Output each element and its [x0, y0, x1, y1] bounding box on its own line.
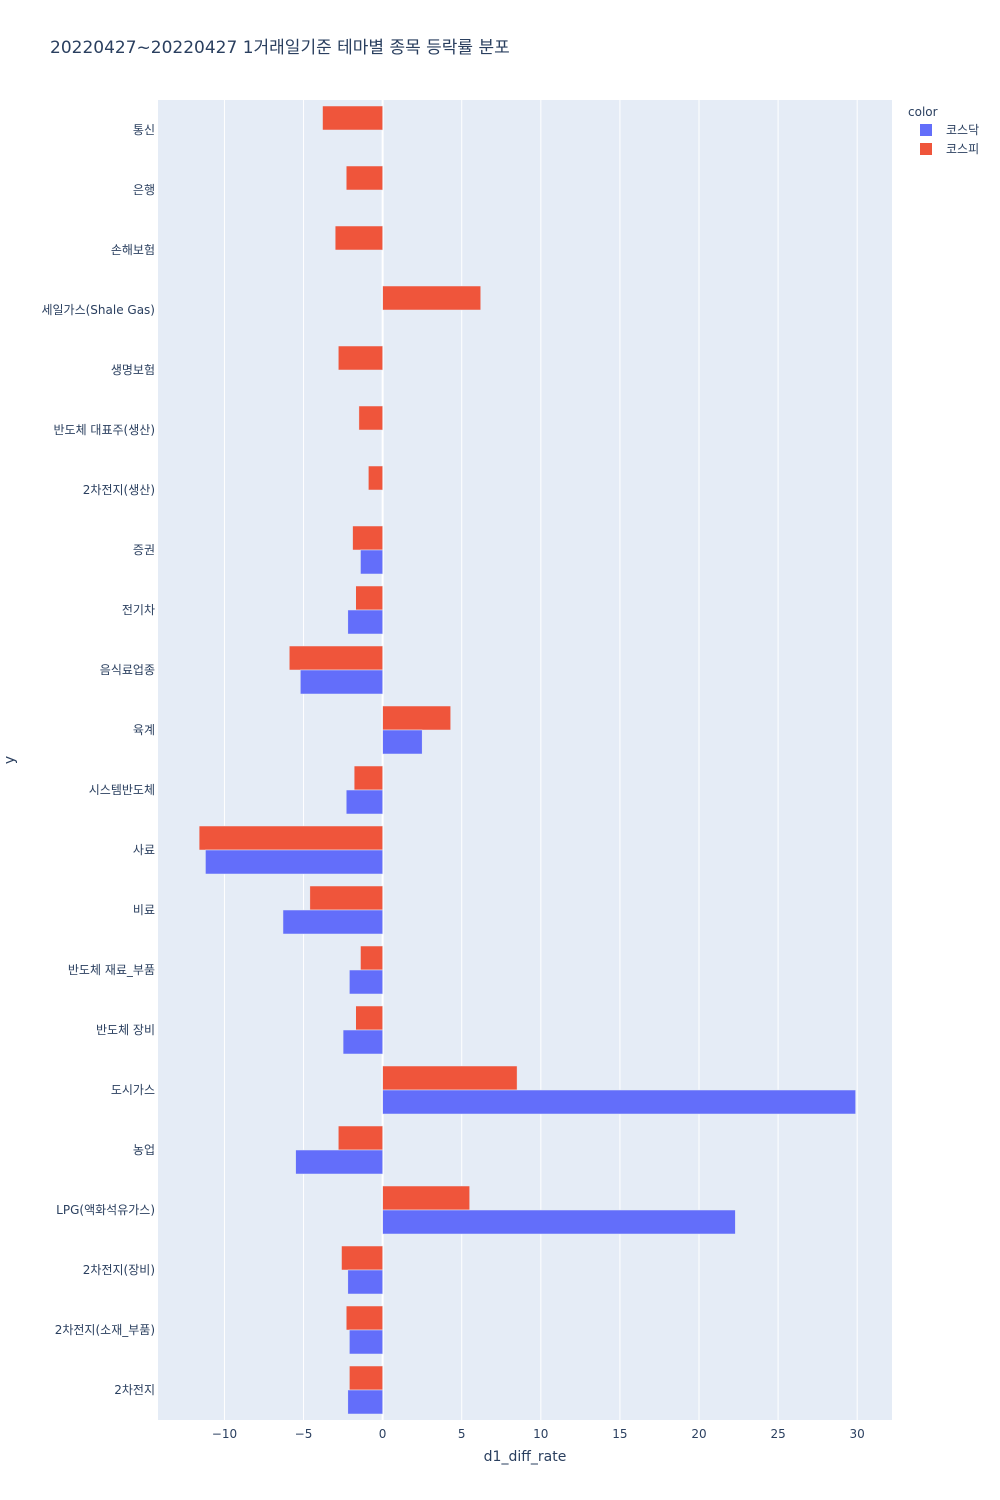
bar-kospi[interactable]: [322, 105, 383, 131]
legend-swatch: [920, 124, 932, 136]
bar-kosdaq[interactable]: [382, 729, 423, 755]
x-axis-title: d1_diff_rate: [484, 1449, 567, 1465]
y-tick-label: 통신: [133, 123, 155, 137]
bar-kosdaq[interactable]: [300, 669, 383, 695]
bar-kosdaq[interactable]: [347, 609, 383, 635]
bar-kospi[interactable]: [353, 765, 383, 791]
bar-kosdaq[interactable]: [205, 849, 383, 875]
x-tick-label: 15: [612, 1427, 627, 1441]
bar-kospi[interactable]: [309, 885, 383, 911]
bar-kospi[interactable]: [334, 225, 383, 251]
bar-kospi[interactable]: [355, 1005, 383, 1031]
bar-kospi[interactable]: [382, 705, 451, 731]
bar-kospi[interactable]: [345, 165, 383, 191]
x-tick-label: 10: [533, 1427, 548, 1441]
y-tick-label: 육계: [133, 723, 155, 737]
x-tick-label: 25: [770, 1427, 785, 1441]
plot-area: [158, 100, 892, 1420]
y-tick-label: 음식료업종: [100, 663, 155, 677]
bar-kospi[interactable]: [360, 945, 383, 971]
y-axis-title: y: [2, 756, 18, 764]
bar-kosdaq[interactable]: [347, 1389, 383, 1415]
legend-swatch: [920, 143, 932, 155]
y-tick-label: 2차전지(장비): [83, 1263, 155, 1277]
y-tick-label: 증권: [133, 543, 155, 557]
y-tick-label: 2차전지(소재_부품): [55, 1323, 155, 1337]
y-tick-label: 시스템반도체: [89, 783, 155, 797]
bar-kosdaq[interactable]: [295, 1149, 383, 1175]
bars: [198, 105, 856, 1415]
y-tick-label: 반도체 장비: [96, 1023, 155, 1037]
bar-kosdaq[interactable]: [347, 1269, 383, 1295]
bar-kosdaq[interactable]: [282, 909, 383, 935]
y-tick-label: 반도체 재료_부품: [68, 963, 155, 977]
x-tick-label: −5: [295, 1427, 313, 1441]
bar-kospi[interactable]: [349, 1365, 383, 1391]
bar-kospi[interactable]: [382, 1065, 518, 1091]
y-tick-label: 사료: [133, 843, 155, 857]
bar-kospi[interactable]: [368, 465, 383, 491]
bar-kospi[interactable]: [341, 1245, 383, 1271]
bar-kosdaq[interactable]: [382, 1089, 856, 1115]
y-tick-label: 전기차: [122, 603, 155, 617]
legend-item[interactable]: 코스피: [920, 142, 979, 156]
chart-title: 20220427~20220427 1거래일기준 테마별 종목 등락률 분포: [50, 38, 510, 58]
bar-kospi[interactable]: [382, 285, 481, 311]
x-tick-label: 0: [379, 1427, 387, 1441]
legend-label: 코스닥: [946, 123, 979, 137]
y-tick-label: 세일가스(Shale Gas): [41, 303, 155, 317]
y-tick-label: 손해보험: [111, 243, 155, 257]
y-tick-label: 2차전지(생산): [83, 483, 155, 497]
y-tick-label: 농업: [133, 1143, 155, 1157]
bar-kospi[interactable]: [382, 1185, 470, 1211]
bar-kosdaq[interactable]: [345, 789, 383, 815]
y-tick-label: LPG(액화석유가스): [56, 1203, 155, 1217]
bar-kospi[interactable]: [289, 645, 383, 671]
x-tick-label: 5: [458, 1427, 466, 1441]
x-tick-label: 30: [850, 1427, 865, 1441]
bar-kosdaq[interactable]: [349, 969, 383, 995]
bar-kospi[interactable]: [345, 1305, 383, 1331]
legend-item[interactable]: 코스닥: [920, 123, 979, 137]
y-tick-label: 도시가스: [111, 1083, 155, 1097]
legend-title: color: [908, 105, 938, 119]
bar-kosdaq[interactable]: [360, 549, 383, 575]
bar-kospi[interactable]: [198, 825, 383, 851]
x-axis-ticks: −10 −5 0 5 10 15 20 25 30: [212, 1427, 865, 1441]
y-tick-label: 반도체 대표주(생산): [54, 423, 156, 437]
bar-kosdaq[interactable]: [342, 1029, 383, 1055]
bar-kosdaq[interactable]: [349, 1329, 383, 1355]
bar-kospi[interactable]: [355, 585, 383, 611]
y-tick-label: 생명보험: [111, 363, 155, 377]
x-tick-label: 20: [691, 1427, 706, 1441]
y-tick-label: 비료: [133, 903, 155, 917]
bar-kospi[interactable]: [338, 345, 383, 371]
y-tick-label: 2차전지: [114, 1383, 155, 1397]
bar-kospi[interactable]: [352, 525, 383, 551]
y-tick-label: 은행: [133, 182, 155, 197]
bar-kosdaq[interactable]: [382, 1209, 736, 1235]
bar-kospi[interactable]: [338, 1125, 383, 1151]
gridlines: [223, 100, 858, 1420]
x-tick-label: −10: [212, 1427, 237, 1441]
bar-kospi[interactable]: [358, 405, 383, 431]
legend-label: 코스피: [946, 142, 979, 156]
